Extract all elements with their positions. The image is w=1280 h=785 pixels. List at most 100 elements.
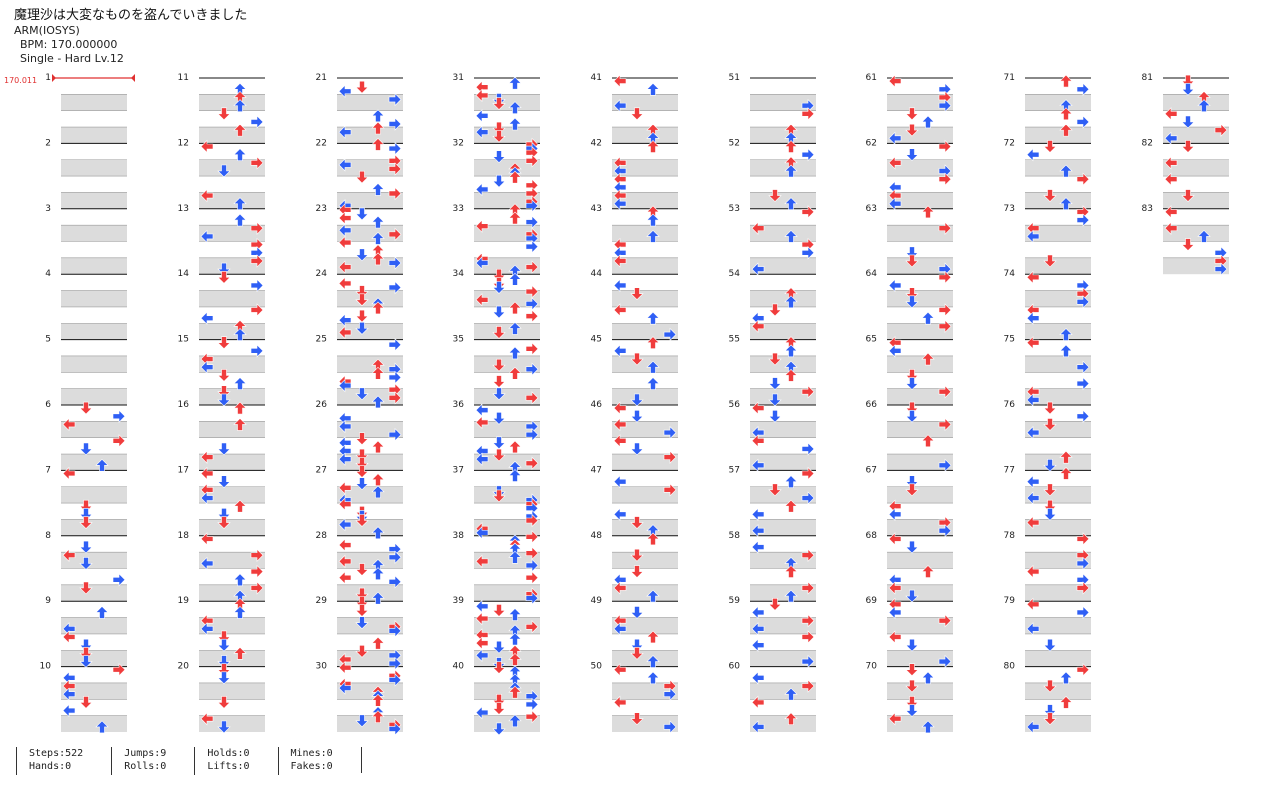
up-arrow-note: [508, 346, 522, 360]
right-arrow-note: [388, 227, 402, 242]
right-arrow-note: [250, 564, 264, 579]
left-arrow-note: [751, 671, 765, 685]
down-arrow-note: [1043, 254, 1057, 268]
left-arrow-note: [338, 452, 352, 466]
measure: [1025, 469, 1091, 536]
measure-number: 66: [866, 400, 878, 410]
down-arrow-note: [79, 516, 93, 529]
beat-band: [474, 552, 540, 569]
left-arrow-note: [338, 660, 352, 675]
beat-band: [612, 454, 678, 471]
right-arrow-note: [525, 558, 539, 573]
beat-band: [750, 388, 816, 405]
beat-band: [1025, 552, 1091, 569]
song-header: 魔理沙は大変なものを盗んでいきました ARM(IOSYS) BPM: 170.0…: [14, 8, 247, 66]
down-arrow-note: [492, 150, 506, 164]
up-arrow-note: [784, 140, 798, 153]
right-arrow-note: [250, 303, 264, 317]
beat-band: [887, 650, 953, 667]
down-arrow-note: [768, 393, 782, 407]
beat-band: [337, 94, 403, 111]
left-arrow-note: [1026, 622, 1040, 636]
measure: [199, 600, 265, 667]
right-arrow-note: [388, 391, 402, 405]
down-arrow-note: [355, 322, 369, 335]
measure-number: 13: [178, 204, 189, 214]
beat-band: [61, 519, 127, 536]
beat-band: [612, 355, 678, 373]
down-arrow-note: [768, 377, 782, 390]
measure-number: 53: [729, 204, 740, 214]
right-arrow-note: [388, 624, 402, 638]
down-arrow-note: [492, 702, 506, 715]
right-arrow-note: [525, 284, 539, 299]
measure: [61, 208, 127, 275]
left-arrow-note: [475, 88, 489, 103]
measure: [1025, 142, 1091, 209]
measure: [750, 535, 816, 602]
measure-number: 24: [316, 269, 328, 279]
up-arrow-note: [508, 301, 522, 315]
up-arrow-note: [508, 685, 522, 699]
beat-band: [750, 290, 816, 307]
right-arrow-note: [663, 687, 677, 701]
down-arrow-note: [492, 412, 506, 425]
measure-number: 65: [866, 335, 877, 345]
beat-band: [61, 715, 127, 732]
beat-band: [337, 486, 403, 504]
right-arrow-note: [938, 523, 952, 538]
left-arrow-note: [475, 705, 489, 720]
beat-band: [199, 682, 265, 700]
beat-band: [61, 94, 127, 111]
beat-band: [61, 192, 127, 209]
down-arrow-note: [355, 387, 369, 401]
beat-band: [750, 584, 816, 602]
down-arrow-note: [355, 248, 369, 262]
measure: [474, 339, 540, 405]
measure: [61, 339, 127, 405]
up-arrow-note: [371, 567, 385, 580]
up-arrow-note: [784, 475, 798, 488]
beat-band: [474, 323, 540, 340]
down-arrow-note: [768, 189, 782, 202]
down-arrow-note: [905, 148, 919, 162]
left-arrow-note: [751, 540, 765, 554]
up-arrow-note: [233, 573, 247, 587]
right-arrow-note: [112, 573, 126, 587]
down-arrow-note: [355, 477, 369, 491]
beat-band: [750, 225, 816, 242]
measure: [61, 469, 127, 536]
measure: [750, 339, 816, 405]
down-arrow-note: [492, 604, 506, 617]
measure: [750, 142, 816, 209]
right-arrow-note: [938, 303, 952, 317]
measure-number: 77: [1004, 465, 1015, 475]
right-arrow-note: [112, 409, 126, 423]
measure: [1163, 142, 1229, 209]
measure: [337, 339, 403, 405]
measure: [61, 666, 127, 732]
beat-band: [750, 682, 816, 700]
beat-band: [61, 650, 127, 667]
down-arrow-note: [1181, 238, 1195, 252]
down-arrow-note: [217, 270, 231, 284]
measure: [474, 535, 540, 602]
right-arrow-note: [250, 115, 264, 129]
down-arrow-note: [630, 409, 644, 423]
measure-number: 51: [729, 73, 740, 83]
beat-band: [887, 159, 953, 177]
measure: [199, 142, 265, 209]
down-arrow-note: [79, 638, 93, 652]
beat-band: [61, 355, 127, 373]
right-arrow-note: [388, 186, 402, 201]
beat-band: [612, 94, 678, 111]
measure-number: 25: [316, 335, 327, 345]
beat-band: [61, 225, 127, 242]
up-arrow-note: [1059, 328, 1073, 341]
measure: [1025, 666, 1091, 732]
beat-band: [1025, 650, 1091, 667]
beat-band: [887, 225, 953, 242]
down-arrow-note: [905, 369, 919, 382]
right-arrow-note: [112, 434, 126, 448]
measure: [61, 600, 127, 667]
